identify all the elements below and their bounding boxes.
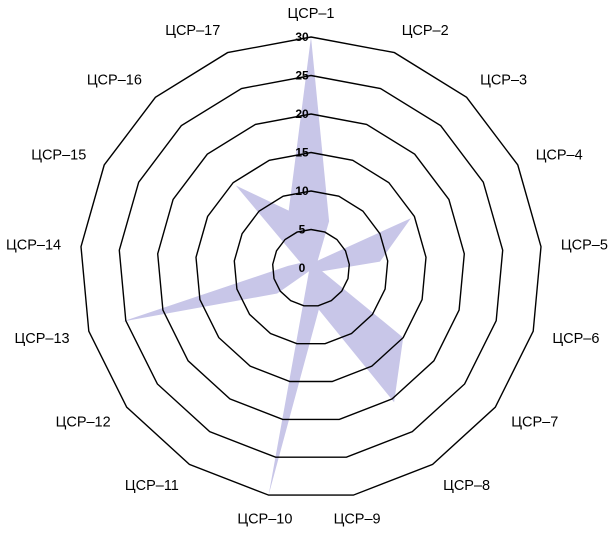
- category-label-3: ЦСР–3: [480, 73, 527, 89]
- tick-label-25: 25: [295, 69, 309, 83]
- category-label-6: ЦСР–6: [552, 331, 599, 347]
- category-label-9: ЦСР–9: [334, 512, 381, 528]
- category-label-4: ЦСР–4: [536, 147, 583, 163]
- tick-label-0: 0: [299, 261, 306, 275]
- grid-ring-5: [271, 228, 351, 307]
- category-label-14: ЦСР–14: [6, 238, 61, 254]
- category-label-2: ЦСР–2: [402, 23, 449, 39]
- category-label-15: ЦСР–15: [31, 147, 86, 163]
- grid-ring-10: [233, 190, 389, 345]
- category-label-13: ЦСР–13: [15, 331, 70, 347]
- tick-label-20: 20: [295, 107, 309, 121]
- series-area-layer: [122, 37, 411, 496]
- tick-label-layer: 0 5 10 15 20 25 30: [295, 30, 309, 275]
- category-label-layer: ЦСР–1 ЦСР–2 ЦСР–3 ЦСР–4 ЦСР–5 ЦСР–6 ЦСР–7 ЦСР–8…: [6, 6, 608, 528]
- category-label-1: ЦСР–1: [288, 6, 335, 22]
- category-label-12: ЦСР–12: [56, 415, 111, 431]
- grid-ring-30: [80, 36, 542, 496]
- tick-label-10: 10: [295, 184, 309, 198]
- category-label-7: ЦСР–7: [511, 415, 558, 431]
- category-label-8: ЦСР–8: [443, 478, 490, 494]
- grid-ring-25: [118, 74, 504, 458]
- series-area-1: [122, 37, 411, 496]
- category-label-16: ЦСР–16: [87, 73, 142, 89]
- category-label-5: ЦСР–5: [561, 238, 608, 254]
- grid-ring-15: [195, 151, 427, 383]
- category-label-11: ЦСР–11: [125, 478, 179, 494]
- tick-label-15: 15: [295, 146, 309, 160]
- tick-label-5: 5: [299, 223, 306, 237]
- category-label-17: ЦСР–17: [165, 23, 220, 39]
- grid-layer: [80, 36, 542, 496]
- tick-label-30: 30: [295, 30, 309, 44]
- category-label-10: ЦСР–10: [237, 512, 292, 528]
- grid-ring-20: [156, 113, 466, 421]
